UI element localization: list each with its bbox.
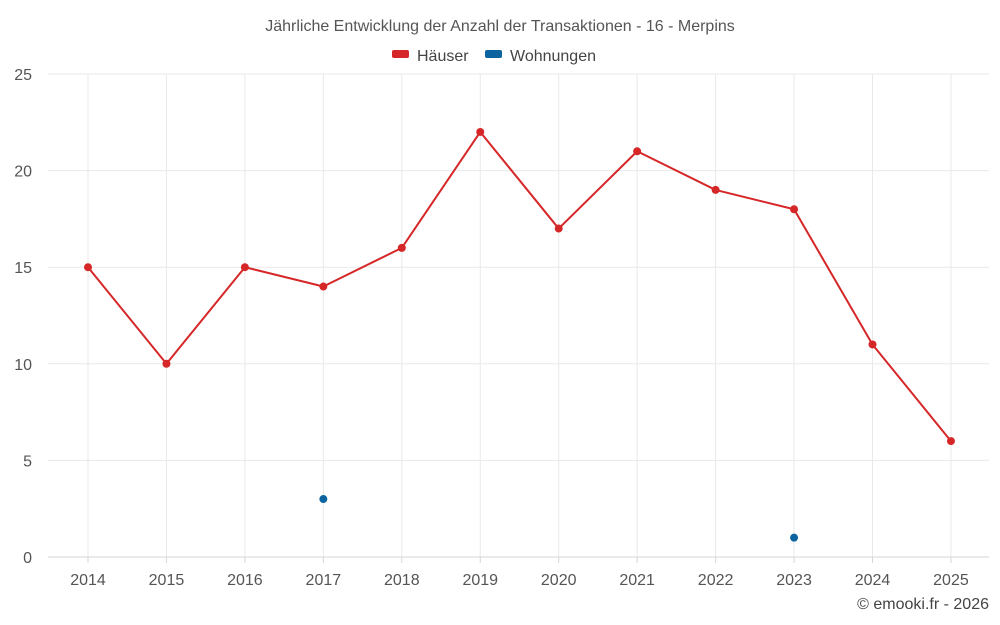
x-tick-label: 2020 [541,572,577,589]
x-tick-label: 2021 [619,572,655,589]
x-tick-label: 2015 [149,572,185,589]
data-point-wohnungen-2017[interactable] [319,495,328,504]
data-point-haeuser-2018[interactable] [397,243,406,252]
x-tick-label: 2025 [933,572,969,589]
data-point-haeuser-2022[interactable] [711,185,720,194]
data-point-haeuser-2015[interactable] [162,359,171,368]
series-line-haeuser [87,130,952,442]
x-tick-label: 2018 [384,572,420,589]
legend-swatch-wohnungen [485,50,502,58]
data-point-haeuser-2017[interactable] [319,282,328,291]
legend-label-haeuser: Häuser [417,48,469,65]
x-tick-label: 2016 [227,572,263,589]
y-tick-label: 20 [14,164,32,181]
y-tick-label: 0 [23,550,32,567]
x-tick-label: 2023 [776,572,812,589]
x-tick-label: 2014 [70,572,106,589]
data-point-haeuser-2024[interactable] [868,340,877,349]
data-point-haeuser-2014[interactable] [84,263,92,272]
chart-title: Jährliche Entwicklung der Anzahl der Tra… [265,18,735,35]
data-point-haeuser-2025[interactable] [946,437,955,446]
y-tick-label: 5 [23,453,32,470]
legend[interactable]: Häuser Wohnungen [392,48,596,65]
x-tick-label: 2022 [698,572,734,589]
data-point-wohnungen-2023[interactable] [790,533,799,542]
legend-swatch-haeuser [392,50,409,58]
series [84,127,955,542]
legend-item-wohnungen[interactable]: Wohnungen [485,48,596,65]
y-tick-label: 25 [14,67,32,84]
data-point-haeuser-2021[interactable] [633,147,642,156]
x-tick-label: 2017 [306,572,342,589]
legend-label-wohnungen: Wohnungen [510,48,596,65]
y-tick-label: 15 [14,260,32,277]
x-tick-label: 2019 [462,572,498,589]
y-tick-label: 10 [14,357,32,374]
data-point-haeuser-2016[interactable] [240,263,249,272]
data-point-haeuser-2019[interactable] [476,127,485,136]
legend-item-haeuser[interactable]: Häuser [392,48,469,65]
grid [48,73,989,557]
data-point-haeuser-2020[interactable] [554,224,563,233]
x-tick-label: 2024 [855,572,891,589]
credit-text: © emooki.fr - 2026 [857,596,989,613]
data-point-haeuser-2023[interactable] [790,205,799,214]
